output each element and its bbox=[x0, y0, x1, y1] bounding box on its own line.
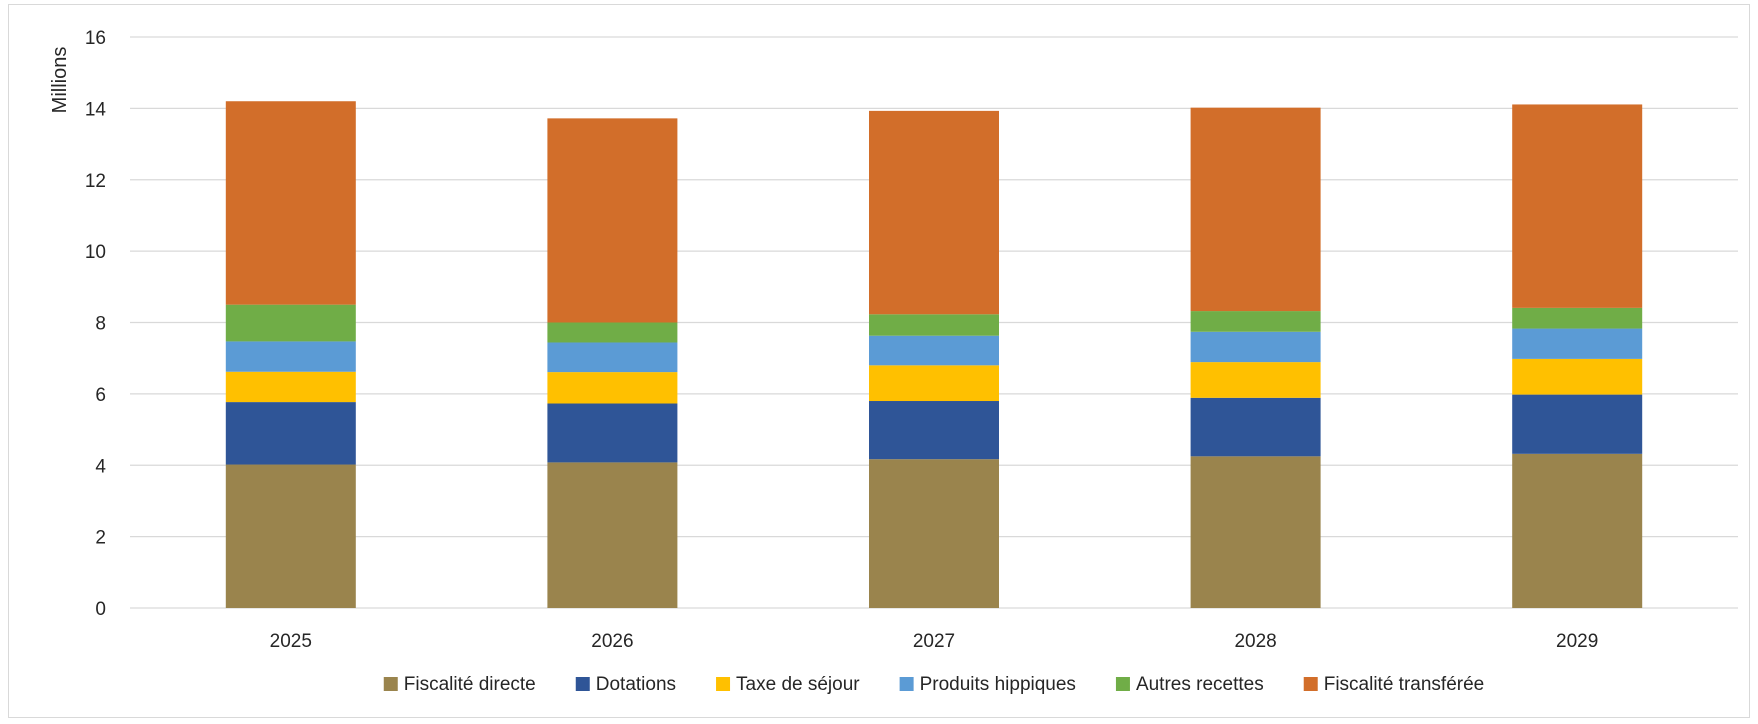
bar-segment bbox=[869, 314, 999, 336]
bar-segment bbox=[1512, 394, 1643, 454]
bar-segment bbox=[1190, 107, 1321, 312]
bar-segment bbox=[547, 322, 678, 343]
legend-label: Fiscalité directe bbox=[404, 674, 536, 695]
bar-segment bbox=[225, 304, 356, 342]
legend-item: Taxe de séjour bbox=[716, 674, 860, 695]
legend-swatch bbox=[1115, 677, 1130, 691]
x-tick-label: 2028 bbox=[1234, 631, 1276, 652]
legend-item: Fiscalité transférée bbox=[1303, 674, 1485, 695]
legend-item: Autres recettes bbox=[1115, 674, 1264, 695]
bar-segment bbox=[869, 401, 999, 460]
bar-segment bbox=[869, 459, 999, 608]
bars bbox=[225, 101, 1643, 608]
legend-swatch bbox=[716, 677, 731, 691]
y-tick-label: 10 bbox=[85, 242, 106, 263]
x-tick-label: 2027 bbox=[913, 631, 955, 652]
legend-swatch bbox=[1303, 677, 1318, 691]
x-tick-label: 2026 bbox=[591, 631, 633, 652]
bar-segment bbox=[547, 372, 678, 404]
legend-item: Produits hippiques bbox=[899, 674, 1076, 695]
bar-segment bbox=[869, 335, 999, 366]
bar-segment bbox=[225, 371, 356, 403]
bar-segment bbox=[1190, 397, 1321, 457]
bar-segment bbox=[869, 365, 999, 402]
y-axis-ticks: 0 2 4 6 8 10 12 14 16 bbox=[85, 28, 107, 620]
bar-segment bbox=[1190, 311, 1321, 332]
legend-item: Dotations bbox=[575, 674, 676, 695]
y-tick-label: 14 bbox=[85, 99, 107, 120]
legend-label: Autres recettes bbox=[1136, 674, 1264, 695]
bar-segment bbox=[547, 342, 678, 373]
y-tick-label: 2 bbox=[95, 528, 106, 549]
bar-segment bbox=[1190, 331, 1321, 363]
bar-segment bbox=[1190, 456, 1321, 608]
bar-segment bbox=[869, 110, 999, 315]
legend: Fiscalité directe Dotations Taxe de séjour… bbox=[383, 674, 1485, 695]
bar-segment bbox=[1512, 453, 1643, 608]
y-tick-label: 16 bbox=[85, 28, 106, 49]
bar-segment bbox=[1512, 358, 1643, 395]
legend-swatch bbox=[575, 677, 590, 691]
bar-segment bbox=[225, 101, 356, 305]
y-tick-label: 0 bbox=[95, 599, 106, 620]
y-tick-label: 6 bbox=[95, 385, 106, 406]
bar-segment bbox=[225, 464, 356, 608]
legend-swatch bbox=[899, 677, 914, 691]
bar-segment bbox=[547, 118, 678, 323]
legend-item: Fiscalité directe bbox=[383, 674, 536, 695]
legend-label: Dotations bbox=[596, 674, 676, 695]
bar-segment bbox=[547, 462, 678, 608]
x-tick-label: 2029 bbox=[1556, 631, 1598, 652]
legend-label: Fiscalité transférée bbox=[1324, 674, 1485, 695]
bar-segment bbox=[547, 403, 678, 463]
bar-segment bbox=[1190, 362, 1321, 398]
legend-label: Taxe de séjour bbox=[736, 674, 860, 695]
legend-swatch bbox=[383, 677, 398, 691]
y-tick-label: 8 bbox=[95, 314, 106, 335]
legend-label: Produits hippiques bbox=[920, 674, 1076, 695]
bar-segment bbox=[1512, 307, 1643, 329]
y-tick-label: 12 bbox=[85, 171, 106, 192]
bar-segment bbox=[225, 341, 356, 372]
y-tick-label: 4 bbox=[95, 456, 106, 477]
x-tick-label: 2025 bbox=[270, 631, 312, 652]
x-axis-ticks: 2025 2026 2027 2028 2029 bbox=[270, 631, 1599, 652]
bar-segment bbox=[1512, 104, 1643, 308]
bar-segment bbox=[225, 402, 356, 465]
bar-segment bbox=[1512, 328, 1643, 359]
y-axis-title: Millions bbox=[49, 47, 71, 114]
